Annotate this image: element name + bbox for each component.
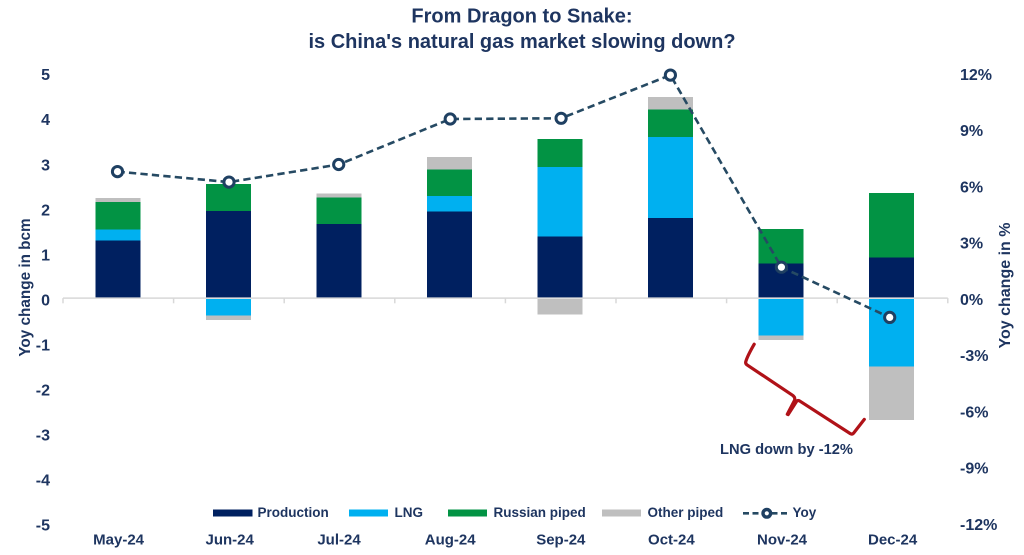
svg-text:6%: 6% [960, 180, 983, 197]
svg-text:4: 4 [41, 112, 50, 129]
svg-text:Other piped: Other piped [648, 505, 724, 520]
svg-text:-3: -3 [36, 427, 50, 444]
svg-text:Russian piped: Russian piped [494, 505, 586, 520]
svg-text:-2: -2 [36, 382, 50, 399]
svg-text:LNG down by -12%: LNG down by -12% [720, 442, 853, 458]
svg-text:-3%: -3% [960, 348, 988, 365]
svg-text:3%: 3% [960, 236, 983, 253]
svg-text:May-24: May-24 [93, 532, 145, 549]
svg-text:From Dragon to Snake:: From Dragon to Snake: [411, 5, 632, 27]
svg-text:1: 1 [41, 247, 50, 264]
svg-text:-1: -1 [36, 337, 50, 354]
svg-text:0: 0 [41, 292, 50, 309]
svg-text:-4: -4 [36, 473, 50, 490]
svg-text:Yoy: Yoy [793, 505, 817, 520]
svg-text:LNG: LNG [395, 505, 424, 520]
svg-text:-6%: -6% [960, 404, 988, 421]
svg-text:Jun-24: Jun-24 [206, 532, 255, 549]
svg-text:0%: 0% [960, 292, 983, 309]
svg-text:Sep-24: Sep-24 [536, 532, 586, 549]
svg-text:Yoy change in %: Yoy change in % [997, 223, 1014, 349]
svg-text:Production: Production [258, 505, 329, 520]
svg-text:-5: -5 [36, 518, 50, 535]
svg-text:12%: 12% [960, 67, 992, 84]
svg-text:3: 3 [41, 157, 50, 174]
svg-text:Aug-24: Aug-24 [425, 532, 476, 549]
svg-text:Oct-24: Oct-24 [648, 532, 695, 549]
svg-text:is China's natural gas market: is China's natural gas market slowing do… [308, 31, 735, 53]
svg-text:Dec-24: Dec-24 [868, 532, 918, 549]
svg-text:2: 2 [41, 202, 50, 219]
svg-text:-12%: -12% [960, 517, 997, 534]
svg-text:Jul-24: Jul-24 [317, 532, 361, 549]
svg-text:Yoy change in bcm: Yoy change in bcm [17, 218, 34, 356]
svg-text:Nov-24: Nov-24 [757, 532, 808, 549]
svg-text:5: 5 [41, 67, 50, 84]
svg-text:9%: 9% [960, 123, 983, 140]
svg-text:-9%: -9% [960, 461, 988, 478]
